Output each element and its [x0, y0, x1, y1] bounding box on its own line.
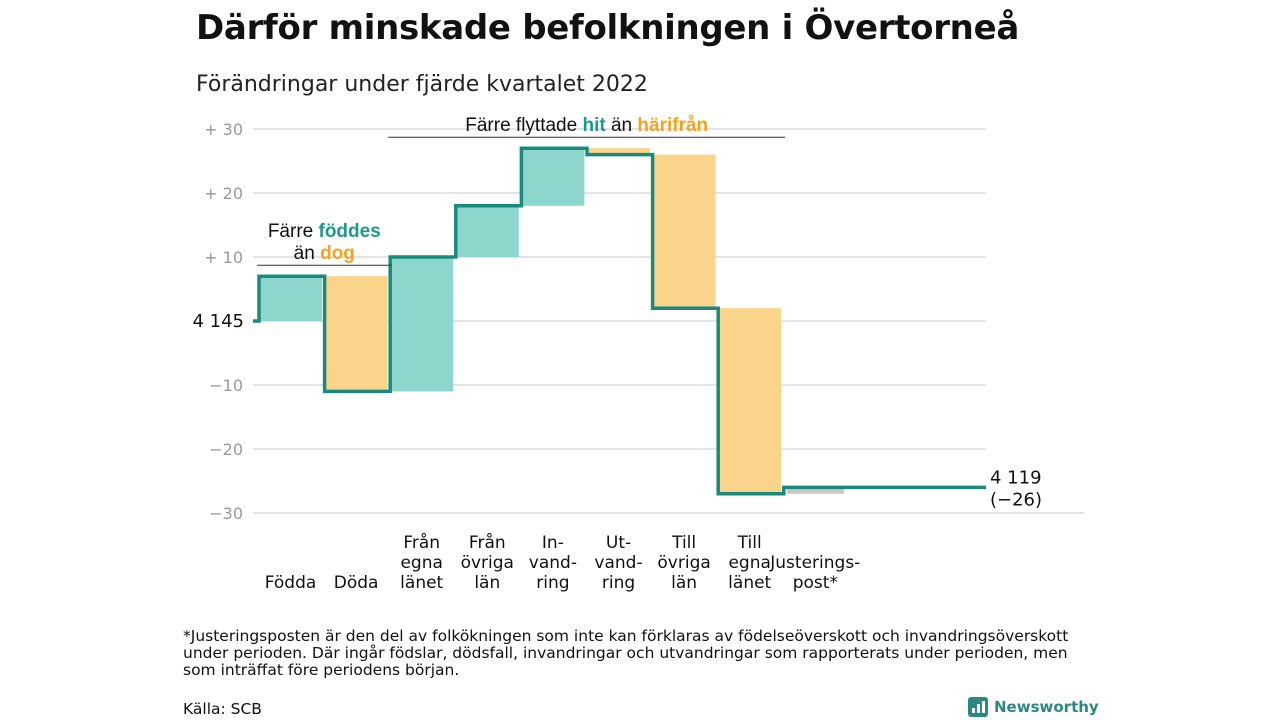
annotation-segment: hit [582, 115, 606, 136]
brand-logo: Newsworthy [968, 697, 1099, 717]
category-label: ring [536, 573, 569, 593]
category-label: län [671, 573, 697, 593]
category-label: post* [793, 573, 838, 593]
category-label: Justerings- [769, 553, 860, 573]
annotation-segment: föddes [319, 221, 381, 242]
annotation-segment: än [294, 243, 320, 264]
start-value-label: 4 145 [192, 311, 244, 332]
brand-name: Newsworthy [994, 698, 1099, 716]
category-label: Till [671, 533, 696, 553]
category-label: Döda [334, 573, 379, 593]
footnote: *Justeringsposten är den del av folkökni… [183, 627, 1069, 679]
bar-decrease [324, 276, 388, 392]
bar-decrease [718, 308, 782, 494]
category-label: Födda [265, 573, 317, 593]
chart-title: Därför minskade befolkningen i Övertorne… [196, 8, 1019, 48]
annotation-text: Färre flyttade hit än härifrån [465, 115, 708, 136]
category-label: Till [737, 533, 762, 553]
source-label: Källa: SCB [183, 700, 262, 718]
category-label: övriga [461, 553, 514, 573]
category-label: ring [602, 573, 635, 593]
chart-subtitle: Förändringar under fjärde kvartalet 2022 [196, 72, 648, 97]
annotation-text: Färre föddes [268, 221, 381, 242]
category-label: länet [728, 573, 771, 593]
end-value-label: 4 119 [990, 467, 1042, 488]
y-tick-label: + 20 [204, 184, 243, 203]
category-label: Ut- [606, 533, 631, 553]
annotation-segment: än [606, 115, 638, 136]
y-tick-label: −30 [209, 504, 243, 523]
end-change-label: (−26) [990, 489, 1042, 510]
category-label: vand- [529, 553, 577, 573]
category-label: övriga [657, 553, 710, 573]
annotation-text: än dog [294, 243, 355, 264]
y-tick-label: + 30 [204, 120, 243, 139]
category-label: egna [728, 553, 770, 573]
category-label: länet [400, 573, 443, 593]
category-label: Från [403, 532, 440, 553]
waterfall-chart: + 30 + 20 + 10 −10 −20 −30 4 145 4 119(−26) Född… [192, 115, 1084, 593]
annotation-segment: härifrån [637, 115, 708, 136]
running-total-line [253, 146, 986, 496]
bar-increase [521, 148, 585, 206]
y-tick-label: −20 [209, 440, 243, 459]
bar-decrease [652, 154, 716, 309]
category-label: Från [469, 532, 506, 553]
category-label: län [474, 573, 500, 593]
category-label: vand- [594, 553, 642, 573]
annotation-segment: Färre [268, 221, 319, 242]
bar-decrease [587, 148, 650, 155]
annotation-segment: Färre flyttade [465, 115, 582, 136]
annotation-segment: dog [320, 243, 355, 264]
newsworthy-icon [968, 697, 988, 717]
y-tick-label: −10 [209, 376, 243, 395]
bar-increase [390, 257, 454, 392]
category-label: egna [400, 553, 442, 573]
y-tick-label: + 10 [204, 248, 243, 267]
bar-adjust [786, 487, 844, 494]
category-label: In- [542, 533, 564, 553]
bar-increase [455, 205, 519, 257]
bar-increase [259, 276, 322, 321]
